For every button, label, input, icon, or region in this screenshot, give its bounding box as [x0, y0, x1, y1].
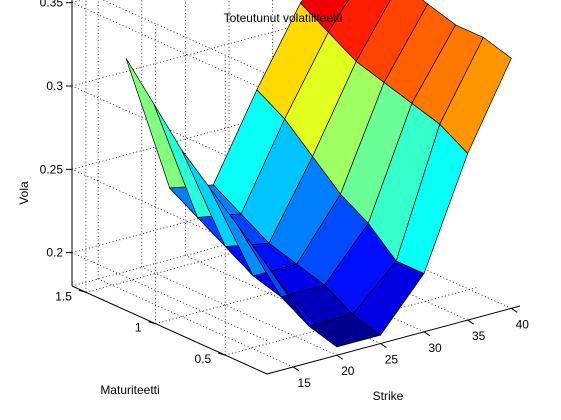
y-tick-label-1: 1 — [135, 321, 142, 335]
z-axis-label: Vola — [17, 181, 31, 205]
x-grid-line-floor-4 — [272, 231, 468, 321]
surface-facet-0-4 — [439, 36, 512, 155]
x-tick-label-1: 20 — [341, 364, 355, 378]
x-tick-label-4: 35 — [472, 329, 486, 343]
x-tick-label-3: 30 — [428, 341, 442, 355]
surface-facet-5-4 — [300, 0, 349, 33]
x-grid-line-floor-1 — [141, 266, 337, 356]
y-tick-mark-0 — [218, 352, 226, 356]
x-tick-mark-1 — [336, 354, 344, 360]
z-tick-label-2: 0.3 — [46, 79, 63, 93]
y-tick-mark-2 — [78, 289, 87, 293]
surface — [125, 0, 512, 348]
x-tick-mark-5 — [510, 307, 518, 313]
z-tick-label-3: 0.35 — [40, 0, 64, 10]
x-tick-mark-3 — [423, 331, 431, 337]
chart-title: Toteutunut volatiliteetti — [224, 11, 343, 25]
z-grid-line-left-3 — [71, 2, 268, 92]
x-tick-label-2: 25 — [385, 353, 399, 367]
z-grid-line-back-3 — [71, 0, 84, 4]
x-tick-mark-2 — [380, 343, 387, 348]
y-tick-label-0: 0.5 — [195, 352, 212, 366]
x-tick-label-0: 15 — [297, 376, 311, 390]
y-tick-mark-1 — [148, 321, 156, 325]
x-tick-mark-4 — [467, 319, 474, 325]
axes-box-front — [66, 0, 521, 375]
back-edge-3 — [102, 0, 268, 75]
z-grid-line-left-0 — [71, 252, 268, 342]
x-tick-label-5: 40 — [516, 317, 530, 331]
y-axis-label: Maturiteetti — [100, 383, 159, 397]
x-grid-line-floor-0 — [98, 278, 294, 368]
tick-labels: 15 20 25 30 35 40 0.5 1 1.5 0.2 0.25 0.3 0.35 — [40, 0, 530, 390]
z-tick-label-1: 0.25 — [40, 162, 64, 176]
x-grid-line-floor-5 — [316, 219, 512, 309]
y-tick-label-2: 1.5 — [55, 289, 72, 303]
x-axis-line — [266, 305, 521, 375]
x-tick-mark-0 — [292, 366, 300, 372]
x-axis-label: Strike — [373, 389, 404, 403]
z-tick-label-0: 0.2 — [46, 246, 63, 260]
y-axis-line — [71, 285, 268, 375]
